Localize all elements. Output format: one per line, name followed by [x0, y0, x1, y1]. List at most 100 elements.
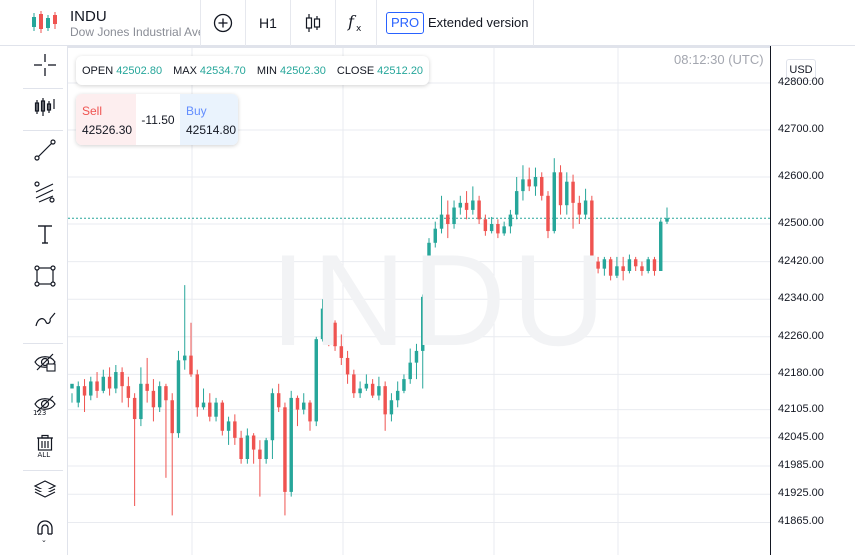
- candle-body: [602, 259, 607, 269]
- fib-tool[interactable]: [28, 175, 62, 209]
- separator: [200, 0, 201, 46]
- open-value: 42502.80: [116, 64, 163, 77]
- price-tick-label: 42600.00: [778, 170, 824, 182]
- candle-body: [446, 214, 450, 224]
- candle-body: [107, 376, 112, 389]
- indicators-icon: [34, 98, 55, 116]
- candle-body: [208, 402, 212, 417]
- candle-body: [157, 386, 162, 408]
- separator: [23, 470, 63, 471]
- candle-body: [471, 200, 475, 210]
- candle-body: [527, 179, 531, 187]
- magnet-tool[interactable]: ⌄: [28, 513, 62, 547]
- candle-body: [126, 386, 131, 398]
- candle-body: [590, 200, 594, 262]
- candle-body: [101, 376, 106, 391]
- candlestick-icon: [305, 14, 321, 32]
- candle-body: [521, 179, 525, 192]
- candle-body: [226, 421, 231, 431]
- symbol-name[interactable]: INDU: [70, 8, 107, 25]
- svg-text:⌄: ⌄: [41, 536, 47, 542]
- separator: [335, 0, 336, 46]
- candle-body: [596, 261, 600, 269]
- extended-version-link[interactable]: Extended version: [428, 15, 529, 30]
- candle-body: [220, 402, 225, 431]
- max-value: 42534.70: [199, 64, 246, 77]
- chart-type-button[interactable]: [291, 0, 335, 46]
- price-tick-label: 41985.00: [778, 459, 824, 472]
- candle-body: [270, 393, 275, 441]
- hide-indicators-icon: 123: [33, 395, 56, 416]
- candle-body: [139, 383, 143, 420]
- candle-body: [402, 379, 406, 391]
- candle-body: [95, 381, 99, 391]
- currency-button[interactable]: USD: [786, 59, 816, 81]
- hide-drawings-tool[interactable]: [28, 345, 62, 379]
- price-tick-label: 42700.00: [778, 123, 824, 135]
- min-value: 42502.30: [279, 64, 326, 77]
- candle-body: [608, 259, 613, 276]
- candle-body: [320, 308, 325, 340]
- candle-body: [264, 440, 268, 459]
- buy-label: Buy: [186, 104, 207, 118]
- sell-label: Sell: [82, 104, 103, 118]
- text-tool[interactable]: [28, 217, 62, 251]
- candle-body: [571, 181, 575, 203]
- layers-tool[interactable]: [28, 471, 62, 505]
- candles-logo-icon: [32, 11, 57, 33]
- price-tick-label: 42800.00: [778, 76, 824, 88]
- candle-body: [496, 224, 500, 234]
- candle-body: [89, 381, 93, 396]
- candle-body: [251, 435, 256, 450]
- candle-body: [189, 355, 193, 375]
- price-tick-label: 42180.00: [778, 367, 824, 380]
- sell-price: 42526.30: [82, 123, 133, 137]
- candle-body: [583, 200, 588, 215]
- candle-body: [577, 202, 582, 215]
- indicators-tool[interactable]: [28, 90, 62, 124]
- fib-icon: [34, 181, 55, 203]
- price-tick-label: 42260.00: [778, 329, 824, 342]
- separator: [23, 88, 63, 89]
- candle-body: [508, 214, 513, 227]
- eye-icon: [34, 353, 56, 372]
- price-tick-label: 42105.00: [778, 402, 824, 415]
- timeframe-button[interactable]: H1: [259, 15, 277, 31]
- buy-button[interactable]: Buy 42514.80: [180, 94, 238, 145]
- candle-body: [389, 400, 394, 415]
- candle-body: [427, 242, 431, 297]
- sell-button[interactable]: Sell 42526.30: [76, 94, 136, 145]
- svg-text:f: f: [347, 13, 357, 31]
- compare-add-button[interactable]: [201, 0, 245, 46]
- candle-body: [408, 362, 412, 380]
- candle-body: [421, 296, 425, 351]
- candle-body: [558, 172, 563, 206]
- pro-badge[interactable]: PRO: [386, 12, 425, 34]
- candle-body: [289, 397, 293, 492]
- rectangle-tool[interactable]: [28, 259, 62, 293]
- remove-all-tool[interactable]: ALL: [28, 429, 62, 463]
- crosshair-icon: [34, 54, 56, 76]
- price-tick-label: 41865.00: [778, 515, 824, 528]
- spread-value: -11.50: [141, 112, 175, 127]
- candle-body: [302, 402, 306, 410]
- separator: [23, 130, 63, 131]
- magnet-icon: ⌄: [37, 520, 53, 542]
- brush-tool[interactable]: [28, 302, 62, 336]
- candle-body: [364, 383, 369, 389]
- max-label: MAX: [173, 64, 197, 77]
- hide-indicators-tool[interactable]: 123: [28, 387, 62, 421]
- left-toolbar: 123 ALL ⌄: [0, 46, 68, 555]
- trendline-tool[interactable]: [28, 133, 62, 167]
- layers-icon: [33, 480, 57, 498]
- crosshair-tool[interactable]: [28, 48, 62, 82]
- candle-body: [383, 386, 387, 415]
- rectangle-icon: [34, 265, 56, 287]
- separator: [376, 0, 377, 46]
- candle-body: [652, 259, 657, 271]
- separator: [23, 343, 63, 344]
- candle-body: [151, 390, 156, 408]
- candle-body: [433, 228, 437, 243]
